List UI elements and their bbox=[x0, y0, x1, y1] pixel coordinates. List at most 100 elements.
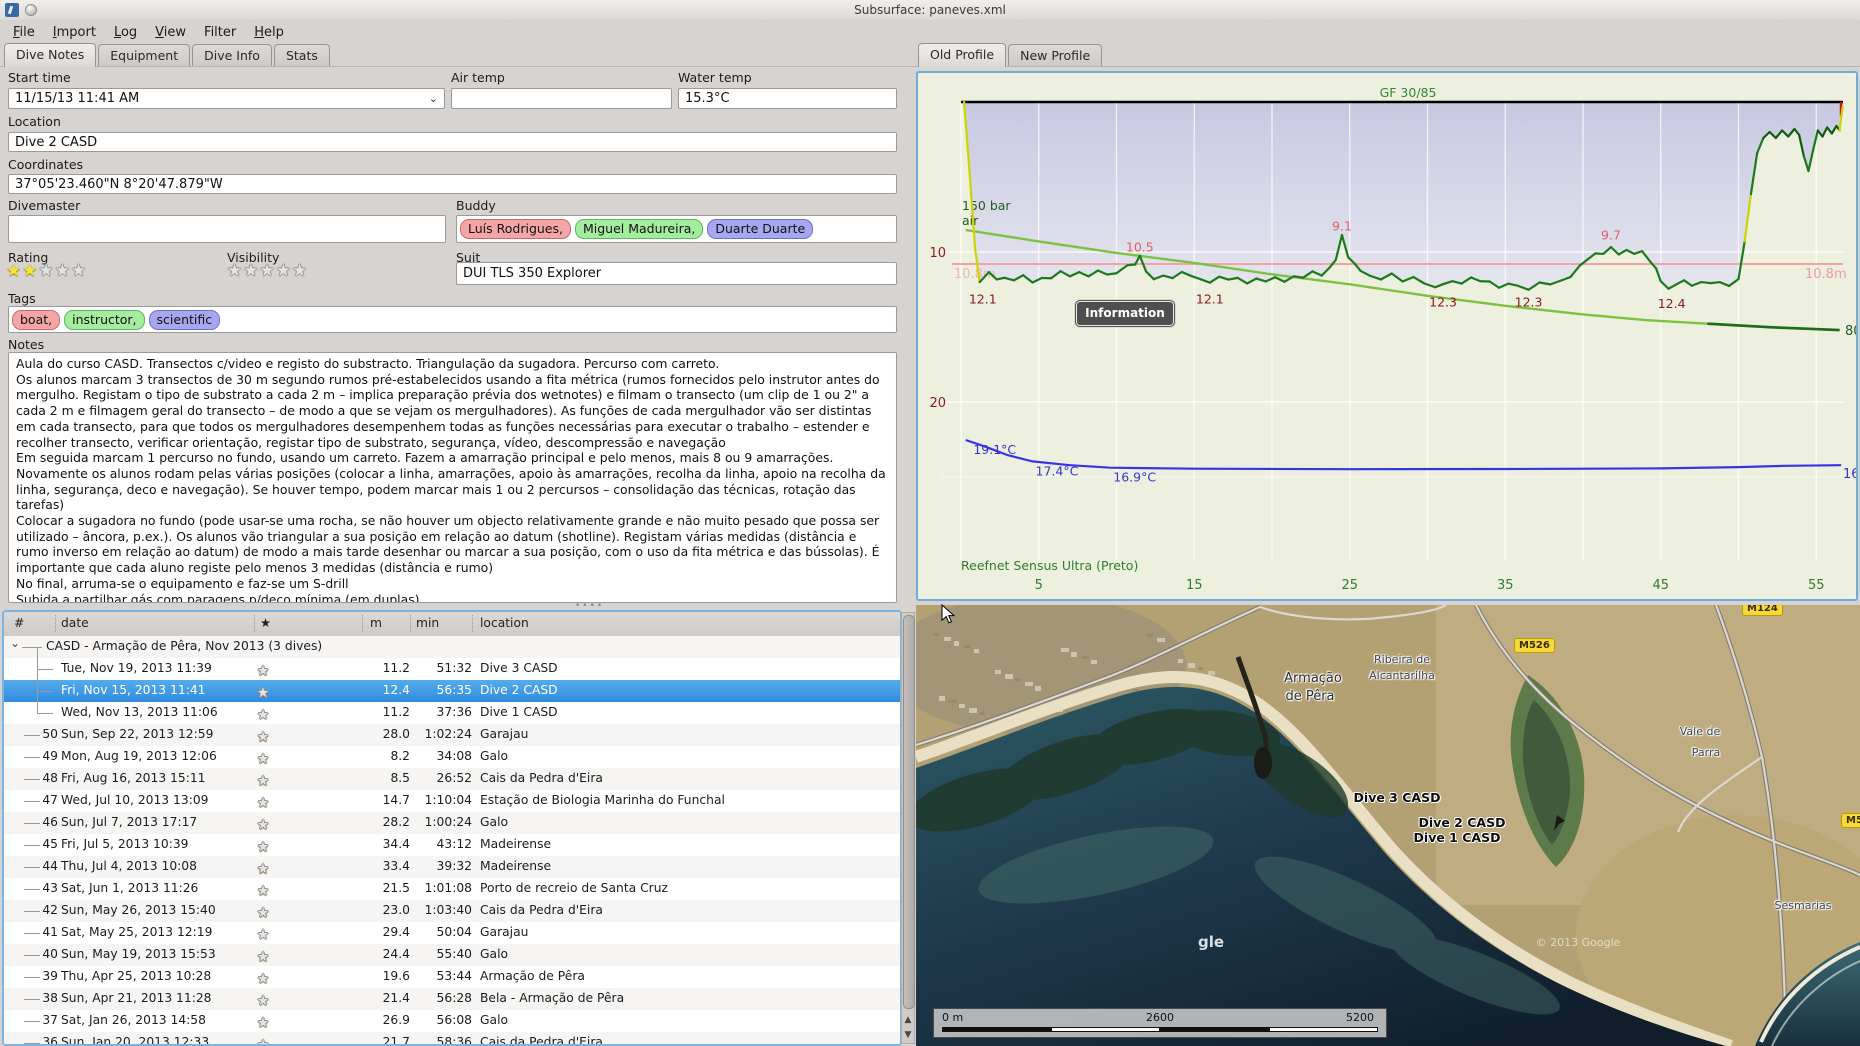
depth-profile-segment bbox=[1379, 272, 1393, 281]
map-dive-site-label[interactable]: Dive 1 CASD bbox=[1413, 830, 1501, 845]
dive-number: 45 bbox=[42, 837, 58, 851]
dive-date: Fri, Jul 5, 2013 10:39 bbox=[61, 837, 189, 851]
depth-profile-segment bbox=[1728, 277, 1740, 288]
map-dive-site-label[interactable]: Dive 2 CASD bbox=[1418, 815, 1506, 830]
scroll-up-button[interactable]: ▲ bbox=[904, 1015, 912, 1025]
map-sea-south bbox=[1755, 942, 1860, 1046]
scroll-down-button[interactable]: ▼ bbox=[904, 1030, 912, 1040]
column-header-stars[interactable]: ★ bbox=[260, 616, 272, 630]
depth-annotation: 12.3 bbox=[1429, 295, 1457, 310]
dive-location: Madeirense bbox=[480, 837, 552, 851]
star-empty-icon: ★ bbox=[257, 1015, 270, 1031]
splitter-handle[interactable]: •••• bbox=[575, 601, 605, 611]
tags-input[interactable]: boat, instructor, scientific bbox=[8, 306, 897, 333]
dive-row[interactable]: 38 Sun, Apr 21, 2013 11:28 ★ ★ ★ ★ ★ 21.4 56:28 B… bbox=[4, 988, 900, 1010]
suit-input[interactable]: DUI TLS 350 Explorer bbox=[456, 262, 897, 285]
start-time-combo[interactable]: 11/15/13 11:41 AM ⌄ bbox=[8, 88, 445, 109]
tag-pill[interactable]: boat, bbox=[12, 309, 61, 330]
dive-row[interactable]: 50 Sun, Sep 22, 2013 12:59 ★ ★ ★ ★ ★ 28.0 1:02:2… bbox=[4, 724, 900, 746]
depth-profile-segment bbox=[1390, 272, 1404, 283]
dive-row[interactable]: 40 Sun, May 19, 2013 15:53 ★ ★ ★ ★ ★ 24.4 55:40 G… bbox=[4, 944, 900, 966]
dive-row[interactable]: 48 Fri, Aug 16, 2013 15:11 ★ ★ ★ ★ ★ 8.5 26:52 Ca… bbox=[4, 768, 900, 790]
menu-view[interactable]: View bbox=[155, 24, 187, 40]
map-panel[interactable]: Armação de Pêra Ribeira de Alcantarilha Vale… bbox=[916, 605, 1860, 1046]
subsurface-app-icon bbox=[5, 3, 19, 17]
dive-row[interactable]: Tue, Nov 19, 2013 11:39 ★ ★ ★ ★ ★ 11.2 51:32 Div… bbox=[4, 658, 900, 680]
tag-pill[interactable]: scientific bbox=[148, 309, 221, 330]
chevron-expanded-icon[interactable]: ⌄ bbox=[10, 636, 21, 650]
tab-new-profile[interactable]: New Profile bbox=[1008, 44, 1103, 67]
dive-row[interactable]: 39 Thu, Apr 25, 2013 10:28 ★ ★ ★ ★ ★ 19.6 53:44 A… bbox=[4, 966, 900, 988]
menu-import[interactable]: Import bbox=[52, 24, 96, 40]
dive-location: Galo bbox=[480, 815, 509, 829]
time-axis-tick: 5 bbox=[1035, 578, 1043, 593]
dive-row[interactable]: 37 Sat, Jan 26, 2013 14:58 ★ ★ ★ ★ ★ 26.9 56:08 G… bbox=[4, 1010, 900, 1032]
column-header-num[interactable]: # bbox=[14, 616, 25, 630]
dive-location: Madeirense bbox=[480, 859, 552, 873]
tab-dive-info[interactable]: Dive Info bbox=[192, 44, 272, 67]
column-header-m[interactable]: m bbox=[370, 616, 382, 630]
information-box[interactable]: Information bbox=[1075, 300, 1175, 327]
menu-file[interactable]: File bbox=[13, 24, 35, 40]
dive-row[interactable]: 45 Fri, Jul 5, 2013 10:39 ★ ★ ★ ★ ★ 34.4 43:12 Ma… bbox=[4, 834, 900, 856]
column-header-min[interactable]: min bbox=[416, 616, 440, 630]
star-empty-icon: ★ bbox=[257, 795, 270, 811]
buddy-input[interactable]: Luís Rodrigues, Miguel Madureira, Duarte D… bbox=[456, 215, 897, 243]
dive-duration: 37:36 bbox=[436, 705, 472, 719]
menu-log[interactable]: Log bbox=[113, 24, 138, 40]
buddy-pill[interactable]: Luís Rodrigues, bbox=[460, 219, 571, 239]
buddy-pill[interactable]: Duarte Duarte bbox=[707, 219, 814, 239]
tag-pill[interactable]: instructor, bbox=[64, 309, 145, 330]
tab-old-profile[interactable]: Old Profile bbox=[918, 43, 1007, 67]
coordinates-input[interactable]: 37°05'23.460"N 8°20'47.879"W bbox=[8, 174, 897, 194]
scale-segment bbox=[1160, 1027, 1269, 1032]
rating-stars[interactable]: ★★★★★ bbox=[6, 263, 87, 280]
depth-profile-segment bbox=[1031, 276, 1043, 284]
time-axis-tick: 55 bbox=[1808, 578, 1825, 593]
dive-row[interactable]: 42 Sun, May 26, 2013 15:40 ★ ★ ★ ★ ★ 23.0 1:03:4… bbox=[4, 900, 900, 922]
dive-list-table[interactable]: # date ★ m min location ⌄ CASD - Armação de Pê… bbox=[2, 610, 902, 1046]
star-empty-icon: ★ bbox=[257, 751, 270, 767]
scrollbar-slider[interactable] bbox=[903, 615, 915, 1009]
dive-duration: 34:08 bbox=[436, 749, 472, 763]
depth-profile-segment bbox=[1068, 271, 1081, 278]
tab-equipment[interactable]: Equipment bbox=[98, 44, 191, 67]
dive-row[interactable]: 44 Thu, Jul 4, 2013 10:08 ★ ★ ★ ★ ★ 33.4 39:32 Ma… bbox=[4, 856, 900, 878]
menu-help[interactable]: Help bbox=[254, 24, 284, 40]
air-temp-input[interactable] bbox=[451, 88, 672, 109]
dive-row[interactable]: 36 Sun, Jan 20, 2013 12:33 ★ ★ ★ ★ ★ 21.7 58:36 C… bbox=[4, 1032, 900, 1044]
dive-row[interactable]: 41 Sat, May 25, 2013 12:19 ★ ★ ★ ★ ★ 29.4 50:04 G… bbox=[4, 922, 900, 944]
dive-trip-row[interactable]: ⌄ CASD - Armação de Pêra, Nov 2013 (3 div… bbox=[4, 636, 900, 658]
depth-profile-segment bbox=[1412, 275, 1426, 285]
dive-row[interactable]: 43 Sat, Jun 1, 2013 11:26 ★ ★ ★ ★ ★ 21.5 1:01:08… bbox=[4, 878, 900, 900]
star-empty-icon: ★ bbox=[257, 927, 270, 943]
star-empty-icon: ★ bbox=[257, 839, 270, 855]
dive-list-header[interactable]: # date ★ m min location bbox=[4, 612, 900, 637]
divemaster-input[interactable] bbox=[8, 215, 446, 243]
dive-depth: 29.4 bbox=[382, 925, 410, 939]
buddy-pill[interactable]: Miguel Madureira, bbox=[574, 219, 704, 239]
menu-filter[interactable]: Filter bbox=[204, 24, 237, 40]
map-lagoon-inner bbox=[1522, 700, 1571, 845]
dive-row[interactable]: 47 Wed, Jul 10, 2013 13:09 ★ ★ ★ ★ ★ 14.7 1:10:0… bbox=[4, 790, 900, 812]
visibility-stars[interactable]: ★★★★★ bbox=[227, 263, 308, 280]
tab-stats[interactable]: Stats bbox=[273, 44, 330, 67]
dive-row[interactable]: Wed, Nov 13, 2013 11:06 ★ ★ ★ ★ ★ 11.2 37:36 Div… bbox=[4, 702, 900, 724]
dive-row[interactable]: 49 Mon, Aug 19, 2013 12:06 ★ ★ ★ ★ ★ 8.2 34:08 Ga… bbox=[4, 746, 900, 768]
column-header-location[interactable]: location bbox=[480, 616, 529, 630]
dive-list-scrollbar[interactable]: ▲ ▼ bbox=[901, 612, 915, 1044]
tab-dive-notes[interactable]: Dive Notes bbox=[4, 43, 97, 67]
star-filled-icon: ★ bbox=[257, 663, 270, 679]
map-place-label: Vale de bbox=[1679, 725, 1721, 738]
notes-textarea[interactable]: Aula do curso CASD. Transectos c/video e… bbox=[8, 352, 897, 603]
map-dive-site-label[interactable]: Dive 3 CASD bbox=[1353, 790, 1441, 805]
dive-row[interactable]: Fri, Nov 15, 2013 11:41 ★ ★ ★ ★ ★ 12.4 56:35 Div… bbox=[4, 680, 900, 702]
chevron-down-icon[interactable]: ⌄ bbox=[428, 92, 438, 105]
map-dive-marker-icon[interactable] bbox=[1554, 815, 1565, 831]
dive-location: Cais da Pedra d'Eira bbox=[480, 771, 603, 785]
dive-row[interactable]: 46 Sun, Jul 7, 2013 17:17 ★ ★ ★ ★ ★ 28.2 1:00:24… bbox=[4, 812, 900, 834]
water-temp-input[interactable]: 15.3°C bbox=[678, 88, 897, 109]
column-header-date[interactable]: date bbox=[61, 616, 89, 630]
location-input[interactable]: Dive 2 CASD bbox=[8, 132, 897, 152]
